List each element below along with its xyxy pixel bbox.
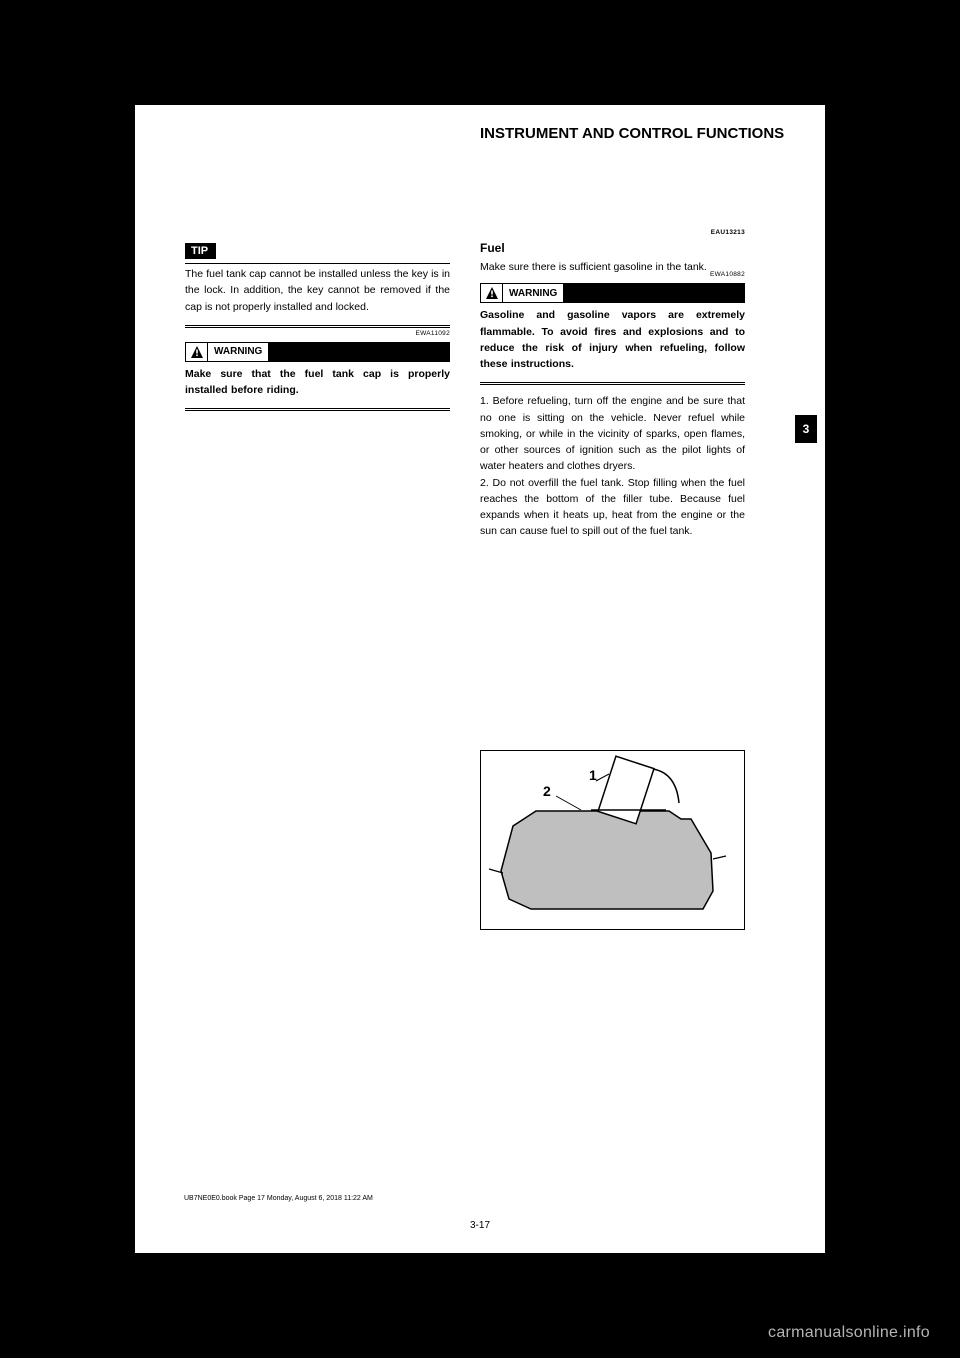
tip-end-rule (185, 325, 450, 328)
tip-label: TIP (185, 243, 216, 259)
warning-icon (186, 343, 208, 361)
column-right: EAU13213 Fuel Make sure there is suffici… (480, 241, 745, 930)
fuel-code: EAU13213 (711, 229, 745, 236)
fuel-heading: EAU13213 Fuel (480, 241, 745, 255)
warning-2-fill (563, 284, 744, 302)
column-left: TIP The fuel tank cap cannot be installe… (185, 241, 450, 419)
page-content: INSTRUMENT AND CONTROL FUNCTIONS 3 TIP T… (135, 105, 825, 1253)
section-title: INSTRUMENT AND CONTROL FUNCTIONS (480, 125, 784, 142)
warning-1-wrap: EWA11092 WARNING Make sure that the fuel… (185, 342, 450, 412)
warning-icon (481, 284, 503, 302)
fuel-tank-diagram: 1 2 (480, 750, 745, 930)
warning-2-code: EWA10882 (710, 271, 745, 278)
warning-1-label: WARNING (208, 343, 268, 361)
warning-1-text: Make sure that the fuel tank cap is prop… (185, 366, 450, 399)
manual-page: INSTRUMENT AND CONTROL FUNCTIONS 3 TIP T… (135, 105, 825, 1253)
side-tab: 3 (795, 415, 817, 443)
warning-1-header: WARNING (185, 342, 450, 362)
warning-2-end-rule (480, 382, 745, 385)
watermark: carmanualsonline.info (768, 1324, 930, 1342)
warning-2-wrap: EWA10882 WARNING Gasoline and gasoline v… (480, 283, 745, 385)
warning-1-end-rule (185, 408, 450, 411)
warning-2-header: WARNING (480, 283, 745, 303)
figure-label-2: 2 (543, 783, 551, 799)
warning-1-code: EWA11092 (415, 330, 450, 337)
fuel-body-text: Make sure there is sufficient gasoline i… (480, 259, 745, 275)
tip-rule (185, 263, 450, 264)
book-file-stamp: UB7NE0E0.book Page 17 Monday, August 6, … (184, 1195, 373, 1202)
fuel-list: 1. Before refueling, turn off the engine… (480, 393, 745, 539)
tip-text: The fuel tank cap cannot be installed un… (185, 266, 450, 315)
warning-1-fill (268, 343, 449, 361)
warning-2-label: WARNING (503, 284, 563, 302)
fuel-heading-text: Fuel (480, 241, 505, 255)
figure-label-1: 1 (589, 767, 597, 783)
warning-2-text: Gasoline and gasoline vapors are extreme… (480, 307, 745, 372)
page-number: 3-17 (470, 1220, 490, 1231)
